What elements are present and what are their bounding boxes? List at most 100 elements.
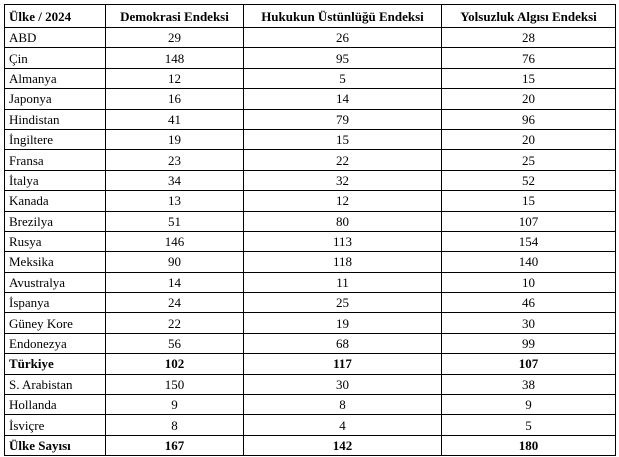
table-cell: 142 <box>243 434 442 457</box>
table-cell: 79 <box>243 108 442 130</box>
header-cell: Demokrasi Endeksi <box>105 4 244 28</box>
table-cell: 25 <box>243 292 442 314</box>
table-cell: 51 <box>105 210 244 232</box>
table-cell: 8 <box>243 394 442 416</box>
table-cell: 13 <box>105 190 244 212</box>
table-row: Kanada 13 12 15 <box>4 190 616 212</box>
table-row: Çin 148 95 76 <box>4 47 616 69</box>
table-cell: 95 <box>243 47 442 69</box>
table-cell: Endonezya <box>4 332 106 355</box>
table-cell: 46 <box>441 292 616 314</box>
table-cell: 52 <box>441 169 616 192</box>
table-cell: 28 <box>441 26 616 49</box>
table-cell: 117 <box>243 353 442 375</box>
table-cell: 41 <box>105 108 244 130</box>
table-cell: 22 <box>243 149 442 171</box>
table-cell: 16 <box>105 88 244 110</box>
table-cell: İspanya <box>4 292 106 314</box>
table-cell: Hollanda <box>4 394 106 416</box>
table-cell: 5 <box>441 414 616 436</box>
table-row: İngiltere 19 15 20 <box>4 128 616 151</box>
table-cell: 180 <box>441 434 616 457</box>
table-cell: 12 <box>243 190 442 212</box>
table-cell: 148 <box>105 47 244 69</box>
table-cell: Brezilya <box>4 210 106 232</box>
table-row: Rusya 146 113 154 <box>4 230 616 253</box>
table-cell: 26 <box>243 26 442 49</box>
table-row: Avustralya 14 11 10 <box>4 271 616 294</box>
table-cell: 5 <box>243 67 442 90</box>
table-cell: 20 <box>441 88 616 110</box>
table-cell: 56 <box>105 332 244 355</box>
data-table: Ülke / 2024 Demokrasi Endeksi Hukukun Üstü… <box>4 4 616 457</box>
table-cell: 113 <box>243 230 442 253</box>
table-cell: 10 <box>441 271 616 294</box>
table-cell: İngiltere <box>4 128 106 151</box>
table-cell: 25 <box>441 149 616 171</box>
header-row: Ülke / 2024 Demokrasi Endeksi Hukukun Üstü… <box>4 4 616 28</box>
table-cell: 15 <box>441 67 616 90</box>
table-cell: 34 <box>105 169 244 192</box>
table-row: Endonezya 56 68 99 <box>4 332 616 355</box>
table-cell: 140 <box>441 251 616 273</box>
table-cell: 11 <box>243 271 442 294</box>
table-cell: 12 <box>105 67 244 90</box>
header-cell: Hukukun Üstünlüğü Endeksi <box>243 4 442 28</box>
table-cell: Avustralya <box>4 271 106 294</box>
table-row: Fransa 23 22 25 <box>4 149 616 171</box>
table-cell: 15 <box>441 190 616 212</box>
table-cell: 19 <box>105 128 244 151</box>
table-cell: 23 <box>105 149 244 171</box>
table-cell: S. Arabistan <box>4 373 106 396</box>
table-cell: 68 <box>243 332 442 355</box>
table-row: Türkiye 102 117 107 <box>4 353 616 375</box>
table-cell: 30 <box>441 312 616 334</box>
table-cell: 14 <box>243 88 442 110</box>
table-cell: 30 <box>243 373 442 396</box>
table-row: Almanya 12 5 15 <box>4 67 616 90</box>
table-cell: Meksika <box>4 251 106 273</box>
table-row: Brezilya 51 80 107 <box>4 210 616 232</box>
table-row: Meksika 90 118 140 <box>4 251 616 273</box>
table-cell: İtalya <box>4 169 106 192</box>
table-cell: Rusya <box>4 230 106 253</box>
table-cell: 19 <box>243 312 442 334</box>
table-cell: Güney Kore <box>4 312 106 334</box>
header-cell: Yolsuzluk Algısı Endeksi <box>441 4 616 28</box>
table-cell: 107 <box>441 210 616 232</box>
table-cell: 90 <box>105 251 244 273</box>
table-cell: 99 <box>441 332 616 355</box>
table-cell: 80 <box>243 210 442 232</box>
table-footer: Ülke Sayısı 167 142 180 <box>4 434 616 457</box>
table-cell: 107 <box>441 353 616 375</box>
table-cell: Ülke Sayısı <box>4 434 106 457</box>
table-cell: 4 <box>243 414 442 436</box>
table-cell: 146 <box>105 230 244 253</box>
table-cell: 102 <box>105 353 244 375</box>
table-cell: 38 <box>441 373 616 396</box>
table-cell: 20 <box>441 128 616 151</box>
table-cell: Hindistan <box>4 108 106 130</box>
table-cell: Türkiye <box>4 353 106 375</box>
table-row: Hindistan 41 79 96 <box>4 108 616 130</box>
table-cell: 9 <box>105 394 244 416</box>
table-cell: 154 <box>441 230 616 253</box>
table-cell: Fransa <box>4 149 106 171</box>
table-cell: Kanada <box>4 190 106 212</box>
table-cell: 32 <box>243 169 442 192</box>
table-cell: Almanya <box>4 67 106 90</box>
table-row: Japonya 16 14 20 <box>4 88 616 110</box>
table-row: İsviçre 8 4 5 <box>4 414 616 436</box>
table-cell: 15 <box>243 128 442 151</box>
header-cell: Ülke / 2024 <box>4 4 106 28</box>
table-cell: 14 <box>105 271 244 294</box>
table-cell: İsviçre <box>4 414 106 436</box>
table-cell: ABD <box>4 26 106 49</box>
table-cell: 150 <box>105 373 244 396</box>
table-row: ABD 29 26 28 <box>4 26 616 49</box>
table-body: ABD 29 26 28 Çin 148 95 76 Almanya 12 5 15 Japonya 16… <box>4 26 616 436</box>
table-cell: 29 <box>105 26 244 49</box>
table-cell: 167 <box>105 434 244 457</box>
table-cell: 22 <box>105 312 244 334</box>
